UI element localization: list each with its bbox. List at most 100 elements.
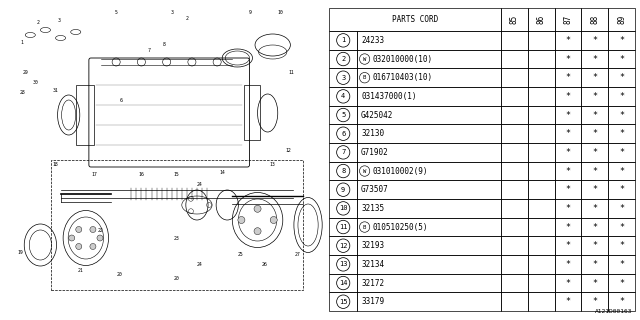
- Bar: [527, 180, 554, 199]
- Text: 9: 9: [341, 187, 346, 193]
- Text: 86: 86: [536, 15, 545, 24]
- Bar: [330, 143, 357, 162]
- Text: 10: 10: [278, 10, 284, 14]
- Text: G73507: G73507: [361, 185, 389, 194]
- Text: 3: 3: [341, 75, 346, 81]
- Bar: [500, 124, 527, 143]
- Bar: [357, 50, 500, 68]
- Text: *: *: [593, 36, 597, 45]
- Text: 23: 23: [174, 236, 180, 241]
- Text: 2: 2: [37, 20, 40, 25]
- Bar: [500, 255, 527, 274]
- Text: *: *: [593, 241, 597, 250]
- Bar: [357, 124, 500, 143]
- Bar: [609, 274, 636, 292]
- Text: 8: 8: [163, 43, 166, 47]
- Text: *: *: [620, 278, 624, 288]
- Bar: [554, 236, 581, 255]
- Text: 27: 27: [295, 252, 301, 258]
- Text: *: *: [593, 92, 597, 101]
- Bar: [581, 180, 609, 199]
- Text: B: B: [363, 75, 366, 80]
- Bar: [581, 292, 609, 311]
- Bar: [330, 218, 357, 236]
- Bar: [554, 87, 581, 106]
- Text: *: *: [566, 92, 570, 101]
- Text: *: *: [593, 54, 597, 64]
- Text: *: *: [593, 166, 597, 176]
- Bar: [527, 143, 554, 162]
- Text: 13: 13: [270, 163, 276, 167]
- Text: *: *: [566, 278, 570, 288]
- Bar: [609, 180, 636, 199]
- Text: *: *: [620, 129, 624, 138]
- Bar: [330, 50, 357, 68]
- Bar: [357, 87, 500, 106]
- Bar: [330, 292, 357, 311]
- Text: 15: 15: [174, 172, 180, 178]
- Text: 15: 15: [339, 299, 348, 305]
- Bar: [500, 68, 527, 87]
- Bar: [357, 106, 500, 124]
- Text: *: *: [620, 54, 624, 64]
- Circle shape: [90, 227, 96, 233]
- Text: *: *: [566, 54, 570, 64]
- Bar: [581, 143, 609, 162]
- Text: *: *: [566, 204, 570, 213]
- Text: 32193: 32193: [361, 241, 384, 250]
- Text: 031437000(1): 031437000(1): [361, 92, 417, 101]
- Bar: [330, 31, 357, 50]
- Text: *: *: [593, 129, 597, 138]
- Bar: [609, 218, 636, 236]
- Text: 32172: 32172: [361, 278, 384, 288]
- Text: *: *: [593, 110, 597, 120]
- Text: 10: 10: [339, 205, 348, 212]
- Bar: [609, 87, 636, 106]
- Text: 11: 11: [288, 69, 294, 75]
- Bar: [330, 68, 357, 87]
- Circle shape: [270, 217, 277, 223]
- Text: 32134: 32134: [361, 260, 384, 269]
- Bar: [357, 162, 500, 180]
- Bar: [76, 85, 94, 145]
- Bar: [527, 218, 554, 236]
- Bar: [500, 50, 527, 68]
- Text: W: W: [363, 169, 366, 173]
- Bar: [500, 180, 527, 199]
- Text: 11: 11: [339, 224, 348, 230]
- Bar: [609, 199, 636, 218]
- Bar: [554, 199, 581, 218]
- Text: 85: 85: [509, 15, 518, 24]
- Bar: [527, 124, 554, 143]
- Text: 28: 28: [19, 90, 25, 94]
- Bar: [609, 8, 636, 31]
- Text: *: *: [566, 166, 570, 176]
- Text: 6: 6: [341, 131, 346, 137]
- Bar: [500, 292, 527, 311]
- Bar: [581, 199, 609, 218]
- Bar: [357, 143, 500, 162]
- Bar: [51, 160, 303, 290]
- Bar: [500, 199, 527, 218]
- Text: 9: 9: [249, 10, 252, 14]
- Bar: [527, 50, 554, 68]
- Bar: [609, 162, 636, 180]
- Text: 17: 17: [91, 172, 97, 178]
- Bar: [527, 199, 554, 218]
- Bar: [609, 106, 636, 124]
- Bar: [581, 124, 609, 143]
- Text: 010510250(5): 010510250(5): [372, 222, 428, 232]
- Text: *: *: [566, 73, 570, 82]
- Bar: [609, 31, 636, 50]
- Text: *: *: [620, 73, 624, 82]
- Bar: [357, 68, 500, 87]
- Text: 26: 26: [262, 262, 268, 268]
- Text: *: *: [620, 92, 624, 101]
- Bar: [609, 236, 636, 255]
- Bar: [554, 50, 581, 68]
- Text: 14: 14: [339, 280, 348, 286]
- Text: *: *: [566, 36, 570, 45]
- Bar: [500, 8, 527, 31]
- Circle shape: [76, 244, 82, 250]
- Bar: [554, 218, 581, 236]
